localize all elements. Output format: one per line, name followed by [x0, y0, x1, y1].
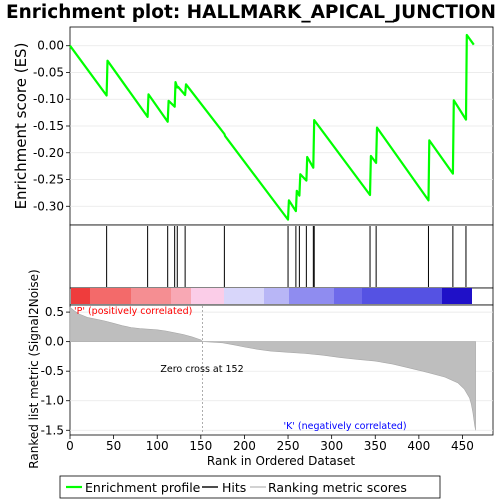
x-tick-label: 100	[146, 439, 169, 453]
metric-ytick-label: 0.5	[45, 305, 64, 319]
es-ytick-label: -0.30	[33, 199, 64, 213]
metric-ytick-label: -1.0	[41, 394, 64, 408]
x-tick-label: 300	[320, 439, 343, 453]
x-tick-label: 250	[277, 439, 300, 453]
zero-cross-label: Zero cross at 152	[160, 364, 243, 375]
colorbar-segment	[171, 288, 191, 304]
ranked-metric-panel: 0.5 0.0 -0.5 -1.0 -1.5 'P' (positively corre…	[41, 304, 494, 437]
x-tick-label: 350	[364, 439, 387, 453]
legend-metric-label: Ranking metric scores	[268, 480, 407, 495]
x-axis: 0 50 100 150 200 250 300 350 400 450	[66, 435, 474, 453]
x-tick-label: 450	[451, 439, 474, 453]
colorbar-segment	[289, 288, 334, 304]
colorbar-segment	[442, 288, 472, 304]
x-tick-label: 0	[66, 439, 74, 453]
es-ytick-label: -0.25	[33, 173, 64, 187]
metric-ytick-label: -0.5	[41, 364, 64, 378]
x-tick-label: 200	[233, 439, 256, 453]
x-tick-label: 150	[189, 439, 212, 453]
metric-ytick-label: -1.5	[41, 423, 64, 437]
enrichment-score-panel: 0.00 -0.05 -0.10 -0.15 -0.20 -0.25 -0.30	[33, 26, 494, 226]
hits-panel	[69, 224, 494, 289]
es-ytick-label: -0.20	[33, 146, 64, 160]
rank-color-bar	[69, 287, 494, 306]
es-axis-label: Enrichment score (ES)	[12, 43, 30, 210]
colorbar-segment	[224, 288, 264, 304]
x-tick-label: 400	[407, 439, 430, 453]
legend-enrichment-label: Enrichment profile	[85, 480, 201, 495]
colorbar-segment	[264, 288, 289, 304]
x-axis-label: Rank in Ordered Dataset	[207, 454, 355, 468]
legend-hits-label: Hits	[222, 480, 246, 495]
metric-ytick-label: 0.0	[45, 335, 64, 349]
enrichment-profile-line	[69, 33, 475, 221]
metric-axis-label: Ranked list metric (Signal2Noise)	[27, 269, 41, 468]
colorbar-segment	[131, 288, 171, 304]
es-ytick-label: -0.15	[33, 119, 64, 133]
es-ytick-label: -0.05	[33, 65, 64, 79]
colorbar-segment	[334, 288, 362, 304]
negative-correlation-label: 'K' (negatively correlated)	[283, 421, 406, 432]
positive-correlation-label: 'P' (positively correlated)	[74, 306, 192, 317]
es-ytick-label: -0.10	[33, 92, 64, 106]
ranking-metric-area	[69, 306, 476, 431]
es-ytick-label: 0.00	[37, 39, 64, 53]
colorbar-segment	[191, 288, 224, 304]
chart-title: Enrichment plot: HALLMARK_APICAL_JUNCTIO…	[6, 2, 496, 23]
colorbar-segment	[71, 288, 90, 304]
x-tick-label: 50	[106, 439, 121, 453]
legend: Enrichment profile Hits Ranking metric s…	[59, 475, 441, 499]
colorbar-segment	[90, 288, 131, 304]
colorbar-segment	[362, 288, 442, 304]
